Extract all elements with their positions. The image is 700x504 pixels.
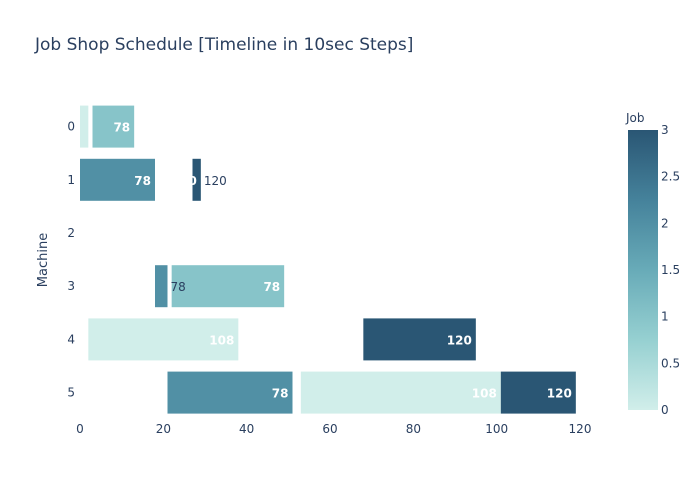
task-bar-label: 120	[172, 174, 197, 188]
task-bar-label: 120	[547, 387, 572, 401]
task-bar	[300, 371, 501, 414]
plot-area: 0 1 2 3 4 5 0 20 40 60 80 100 120 78 78 120 78 108 120 78 10…	[67, 105, 592, 436]
x-tick-label: 20	[156, 422, 171, 436]
colorbar-tick-label: 1.5	[661, 263, 680, 277]
chart-title: Job Shop Schedule [Timeline in 10sec Ste…	[34, 35, 413, 55]
colorbar-title: Job	[625, 111, 645, 125]
x-tick-label: 120	[569, 422, 592, 436]
task-bar	[155, 265, 168, 308]
x-tick-label: 40	[239, 422, 254, 436]
task-bar	[167, 371, 293, 414]
outside-bar-label: 78	[171, 280, 186, 294]
y-tick-label: 2	[67, 226, 75, 240]
colorbar-tick-label: 2.5	[661, 170, 680, 184]
colorbar-tick-label: 0	[661, 403, 669, 417]
task-bar	[80, 105, 89, 148]
task-bar-label: 108	[209, 333, 234, 347]
y-tick-label: 3	[67, 279, 75, 293]
x-tick-label: 100	[485, 422, 508, 436]
task-bar-label: 78	[272, 387, 289, 401]
task-bar	[88, 318, 239, 361]
outside-bar-label: 120	[204, 174, 227, 188]
colorbar-tick-label: 3	[661, 123, 669, 137]
colorbar-tick-label: 0.5	[661, 356, 680, 370]
task-bar	[80, 158, 155, 201]
task-bar-label: 78	[134, 174, 151, 188]
y-tick-label: 4	[67, 332, 75, 346]
y-tick-label: 0	[67, 120, 75, 134]
x-tick-label: 80	[406, 422, 421, 436]
task-bar-label: 108	[472, 387, 497, 401]
x-tick-label: 60	[322, 422, 337, 436]
task-bar-label: 78	[113, 121, 130, 135]
x-tick-label: 0	[76, 422, 84, 436]
y-tick-label: 1	[67, 173, 75, 187]
task-bar-label: 120	[447, 333, 472, 347]
y-axis-title: Machine	[36, 233, 51, 287]
task-bar	[171, 265, 285, 308]
colorbar: Job 0 0.5 1 1.5 2 2.5 3	[625, 111, 680, 417]
task-bar	[192, 158, 201, 201]
task-bar-label: 78	[263, 280, 280, 294]
colorbar-tick-label: 2	[661, 216, 669, 230]
colorbar-gradient	[628, 130, 658, 410]
colorbar-tick-label: 1	[661, 310, 669, 324]
y-tick-label: 5	[67, 386, 75, 400]
task-bar	[500, 371, 576, 414]
task-bar	[92, 105, 135, 148]
task-bar	[363, 318, 476, 361]
